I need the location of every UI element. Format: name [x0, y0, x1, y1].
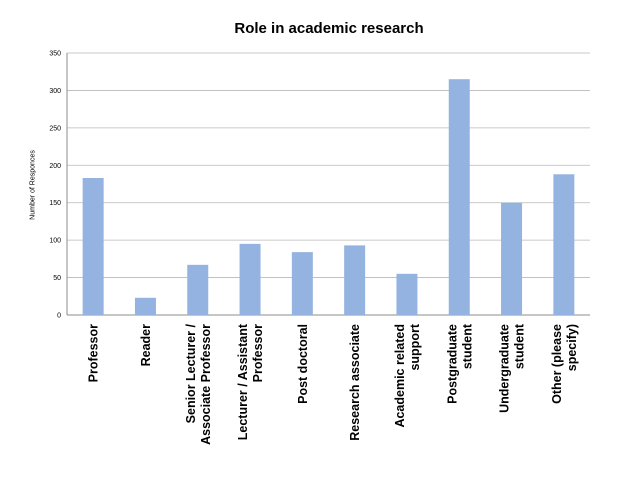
- x-tick-label: support: [408, 323, 422, 370]
- x-tick-label: Reader: [139, 324, 153, 367]
- y-tick-label: 150: [49, 200, 61, 207]
- y-tick-label: 250: [49, 125, 61, 132]
- bar: [187, 264, 209, 315]
- x-tick-label: Senior Lecturer /: [184, 323, 198, 423]
- x-tick-label: specify): [565, 324, 579, 371]
- bar: [239, 243, 261, 315]
- x-tick-label: Other (please: [550, 324, 564, 404]
- y-tick-label: 100: [49, 238, 61, 245]
- x-tick-label: Academic related: [393, 324, 407, 428]
- y-tick-label: 50: [53, 275, 61, 282]
- bar: [501, 202, 523, 315]
- x-tick-label: Research associate: [348, 324, 362, 441]
- y-tick-label: 0: [57, 313, 61, 320]
- chart-title: Role in academic research: [234, 20, 424, 37]
- x-tick-label: Professor: [87, 324, 101, 382]
- bar: [448, 79, 470, 315]
- x-tick-label: student: [513, 323, 527, 369]
- x-tick-label: Post doctoral: [296, 324, 310, 404]
- x-tick-label: Professor: [251, 324, 265, 382]
- bar: [291, 252, 313, 315]
- bar: [134, 297, 156, 315]
- y-tick-label: 200: [49, 163, 61, 170]
- x-tick-label: student: [460, 323, 474, 369]
- y-tick-label: 300: [49, 88, 61, 95]
- y-tick-label: 350: [49, 51, 61, 58]
- x-tick-label: Lecturer / Assistant: [236, 323, 250, 440]
- bar: [82, 178, 104, 315]
- x-tick-label: Postgraduate: [445, 324, 459, 404]
- x-tick-label: Undergraduate: [498, 324, 512, 413]
- bar: [396, 273, 418, 315]
- bar: [553, 174, 575, 315]
- bar: [344, 245, 366, 315]
- x-tick-label: Associate Professor: [199, 324, 213, 445]
